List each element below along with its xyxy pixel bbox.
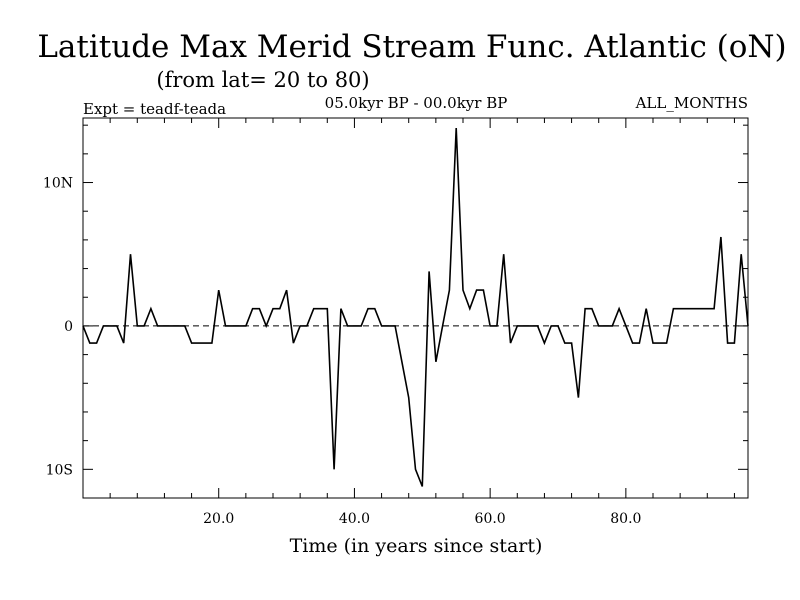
plot-frame [82, 117, 749, 499]
chart-subtitle: (from lat= 20 to 80) [156, 68, 369, 92]
months-label: ALL_MONTHS [635, 94, 748, 112]
y-tick-label: 0 [64, 319, 73, 335]
x-tick-label: 20.0 [203, 511, 234, 527]
y-tick-label: 10S [46, 462, 73, 478]
chart-title: Latitude Max Merid Stream Func. Atlantic… [37, 29, 786, 65]
x-tick-label: 40.0 [339, 511, 370, 527]
y-tick-label: 10N [43, 176, 73, 192]
x-axis-label: Time (in years since start) [290, 535, 543, 557]
experiment-label: Expt = teadf-teada [83, 100, 226, 118]
x-tick-label: 80.0 [610, 511, 641, 527]
series-line [82, 127, 749, 487]
period-label: 05.0kyr BP - 00.0kyr BP [325, 94, 508, 112]
x-tick-label: 60.0 [475, 511, 506, 527]
